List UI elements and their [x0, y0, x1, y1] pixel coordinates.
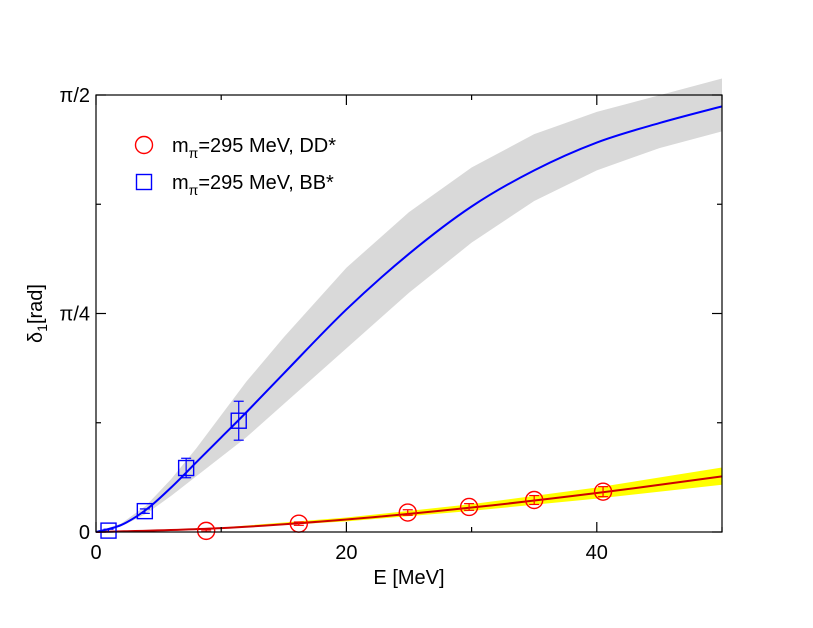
circle-marker	[398, 503, 417, 522]
y-tick-label: 0	[79, 522, 90, 544]
legend-circle-marker	[134, 135, 154, 155]
point-ddstar-2	[398, 503, 417, 522]
legend: mπ=295 MeV, DD* mπ=295 MeV, BB*	[134, 135, 336, 198]
circle-marker	[525, 490, 544, 510]
legend-entry-1: mπ=295 MeV, BB*	[135, 172, 334, 198]
legend-label: mπ=295 MeV, DD*	[172, 135, 336, 161]
y-label-symbol: δ	[25, 332, 47, 343]
circle-marker	[196, 521, 216, 541]
point-bbstar-3	[230, 400, 247, 441]
legend-label: mπ=295 MeV, BB*	[172, 172, 334, 198]
point-bbstar-1	[136, 502, 154, 520]
point-ddstar-0	[196, 521, 216, 541]
square-marker	[177, 459, 195, 477]
data-points	[100, 400, 613, 541]
band-bbstar	[96, 78, 722, 533]
y-tick-label: π/2	[60, 85, 90, 107]
square-marker	[100, 522, 117, 539]
y-axis-label: δ1[rad]	[25, 284, 50, 343]
fit-curves	[95, 105, 723, 533]
x-tick-label: 0	[90, 542, 101, 564]
legend-entry-0: mπ=295 MeV, DD*	[134, 135, 336, 161]
point-ddstar-3	[459, 497, 479, 517]
point-ddstar-5	[593, 482, 613, 501]
fit-bbstar	[95, 105, 723, 533]
point-ddstar-4	[525, 490, 544, 510]
x-axis-label: E [MeV]	[373, 567, 444, 589]
square-marker	[230, 412, 247, 429]
y-axis-ticks: 0 π/4 π/2	[60, 85, 722, 544]
error-bands	[96, 78, 722, 533]
y-tick-label: π/4	[60, 304, 90, 326]
y-label-subscript: 1	[34, 324, 50, 332]
x-axis-ticks: 0 20 40	[90, 95, 723, 564]
x-tick-label: 20	[335, 542, 357, 564]
x-tick-label: 40	[586, 542, 608, 564]
circle-marker	[459, 497, 479, 517]
legend-square-marker	[135, 173, 153, 191]
point-bbstar-2	[177, 457, 195, 479]
y-label-unit: [rad]	[25, 284, 47, 324]
circle-marker	[593, 482, 613, 501]
square-marker	[136, 502, 154, 520]
